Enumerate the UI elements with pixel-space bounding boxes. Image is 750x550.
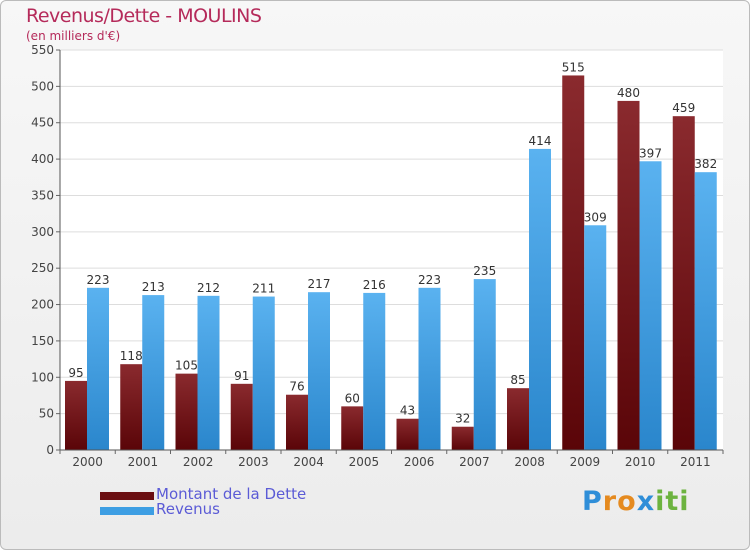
bar-dette (175, 373, 198, 450)
data-label: 223 (418, 273, 441, 287)
x-tick-label: 2011 (680, 455, 711, 469)
chart-title: Revenus/Dette - MOULINS (26, 5, 262, 27)
bar-dette (451, 426, 474, 450)
logo-letter: x (636, 486, 656, 517)
bar-dette (341, 406, 364, 450)
bar-dette (562, 75, 585, 451)
data-label: 459 (672, 101, 695, 115)
data-label: 216 (363, 278, 386, 292)
bar-dette (120, 364, 143, 450)
x-axis: 2000 2001 2002 2003 2004 2005 2006 2007 2008 2009… (59, 449, 724, 469)
data-label: 95 (68, 366, 83, 380)
proxiti-logo: Proxiti (582, 486, 690, 517)
y-tick-label: 0 (46, 443, 54, 457)
x-tick-label: 2006 (404, 455, 435, 469)
bar-revenus (694, 172, 717, 450)
bar-revenus (308, 292, 330, 450)
grid (60, 49, 723, 451)
x-tick-label: 2009 (570, 455, 601, 469)
data-label: 217 (308, 277, 331, 291)
bar-dette (672, 116, 695, 450)
bar-dette (286, 394, 308, 450)
x-tick-label: 2001 (128, 455, 159, 469)
x-tick-label: 2002 (183, 455, 214, 469)
logo-letter: t (665, 486, 680, 517)
data-label: 43 (400, 404, 415, 418)
logo-letter: o (617, 486, 637, 517)
data-label: 397 (639, 146, 662, 160)
legend-swatch-revenus (100, 507, 154, 515)
y-tick-label: 500 (31, 79, 54, 93)
bar-dette (617, 100, 640, 450)
logo-letter: r (602, 486, 618, 517)
legend-swatch-dette (100, 492, 154, 500)
x-tick-label: 2007 (459, 455, 490, 469)
y-tick-label: 550 (31, 43, 54, 57)
bars: 95 223 118 213 105 212 91 211 76 217 60 216 43 223 32 2… (65, 60, 717, 451)
bar-revenus (197, 295, 220, 450)
bar-revenus (473, 279, 496, 450)
y-tick-label: 300 (31, 225, 54, 239)
bar-dette (65, 380, 87, 450)
legend-label-dette: Montant de la Dette (156, 485, 307, 503)
plot-area (60, 50, 723, 450)
bar-revenus (584, 225, 607, 450)
bar-revenus (142, 295, 165, 450)
bar-dette (507, 388, 529, 450)
chart-subtitle: (en milliers d'€) (26, 29, 121, 43)
bar-revenus (529, 148, 551, 450)
bar-revenus (363, 292, 386, 450)
data-label: 105 (175, 359, 198, 373)
legend-label-revenus: Revenus (156, 500, 220, 518)
y-axis: 0 50 100 150 200 250 300 350 400 450 500 550 (31, 43, 61, 457)
logo-letter: P (582, 486, 603, 517)
bar-dette (230, 383, 253, 450)
bar-revenus (252, 296, 275, 450)
y-tick-label: 100 (31, 370, 54, 384)
data-label: 212 (197, 281, 220, 295)
y-tick-label: 350 (31, 188, 54, 202)
x-tick-label: 2010 (625, 455, 656, 469)
y-tick-label: 200 (31, 298, 54, 312)
bar-revenus (418, 287, 441, 450)
y-tick-label: 400 (31, 152, 54, 166)
data-label: 480 (617, 86, 640, 100)
data-label: 118 (120, 349, 143, 363)
logo-letter: i (679, 486, 690, 517)
bar-revenus (87, 287, 109, 450)
data-label: 76 (289, 380, 304, 394)
y-tick-label: 250 (31, 261, 54, 275)
bar-revenus (639, 161, 662, 451)
data-label: 85 (510, 373, 525, 387)
data-label: 211 (252, 282, 275, 296)
data-label: 515 (562, 60, 585, 74)
data-label: 235 (473, 264, 496, 278)
data-label: 223 (87, 273, 110, 287)
bar-dette (396, 418, 419, 450)
data-label: 414 (529, 134, 552, 148)
x-tick-label: 2008 (514, 455, 545, 469)
y-tick-label: 150 (31, 334, 54, 348)
data-label: 309 (584, 210, 607, 224)
x-tick-label: 2000 (72, 455, 103, 469)
data-label: 213 (142, 280, 165, 294)
x-tick-label: 2005 (349, 455, 380, 469)
logo-letter: i (655, 486, 666, 517)
y-tick-label: 50 (39, 407, 54, 421)
x-tick-label: 2003 (238, 455, 269, 469)
data-label: 32 (455, 412, 470, 426)
data-label: 60 (345, 391, 360, 405)
x-tick-label: 2004 (293, 455, 324, 469)
data-label: 382 (694, 157, 717, 171)
data-label: 91 (234, 369, 249, 383)
y-tick-label: 450 (31, 116, 54, 130)
